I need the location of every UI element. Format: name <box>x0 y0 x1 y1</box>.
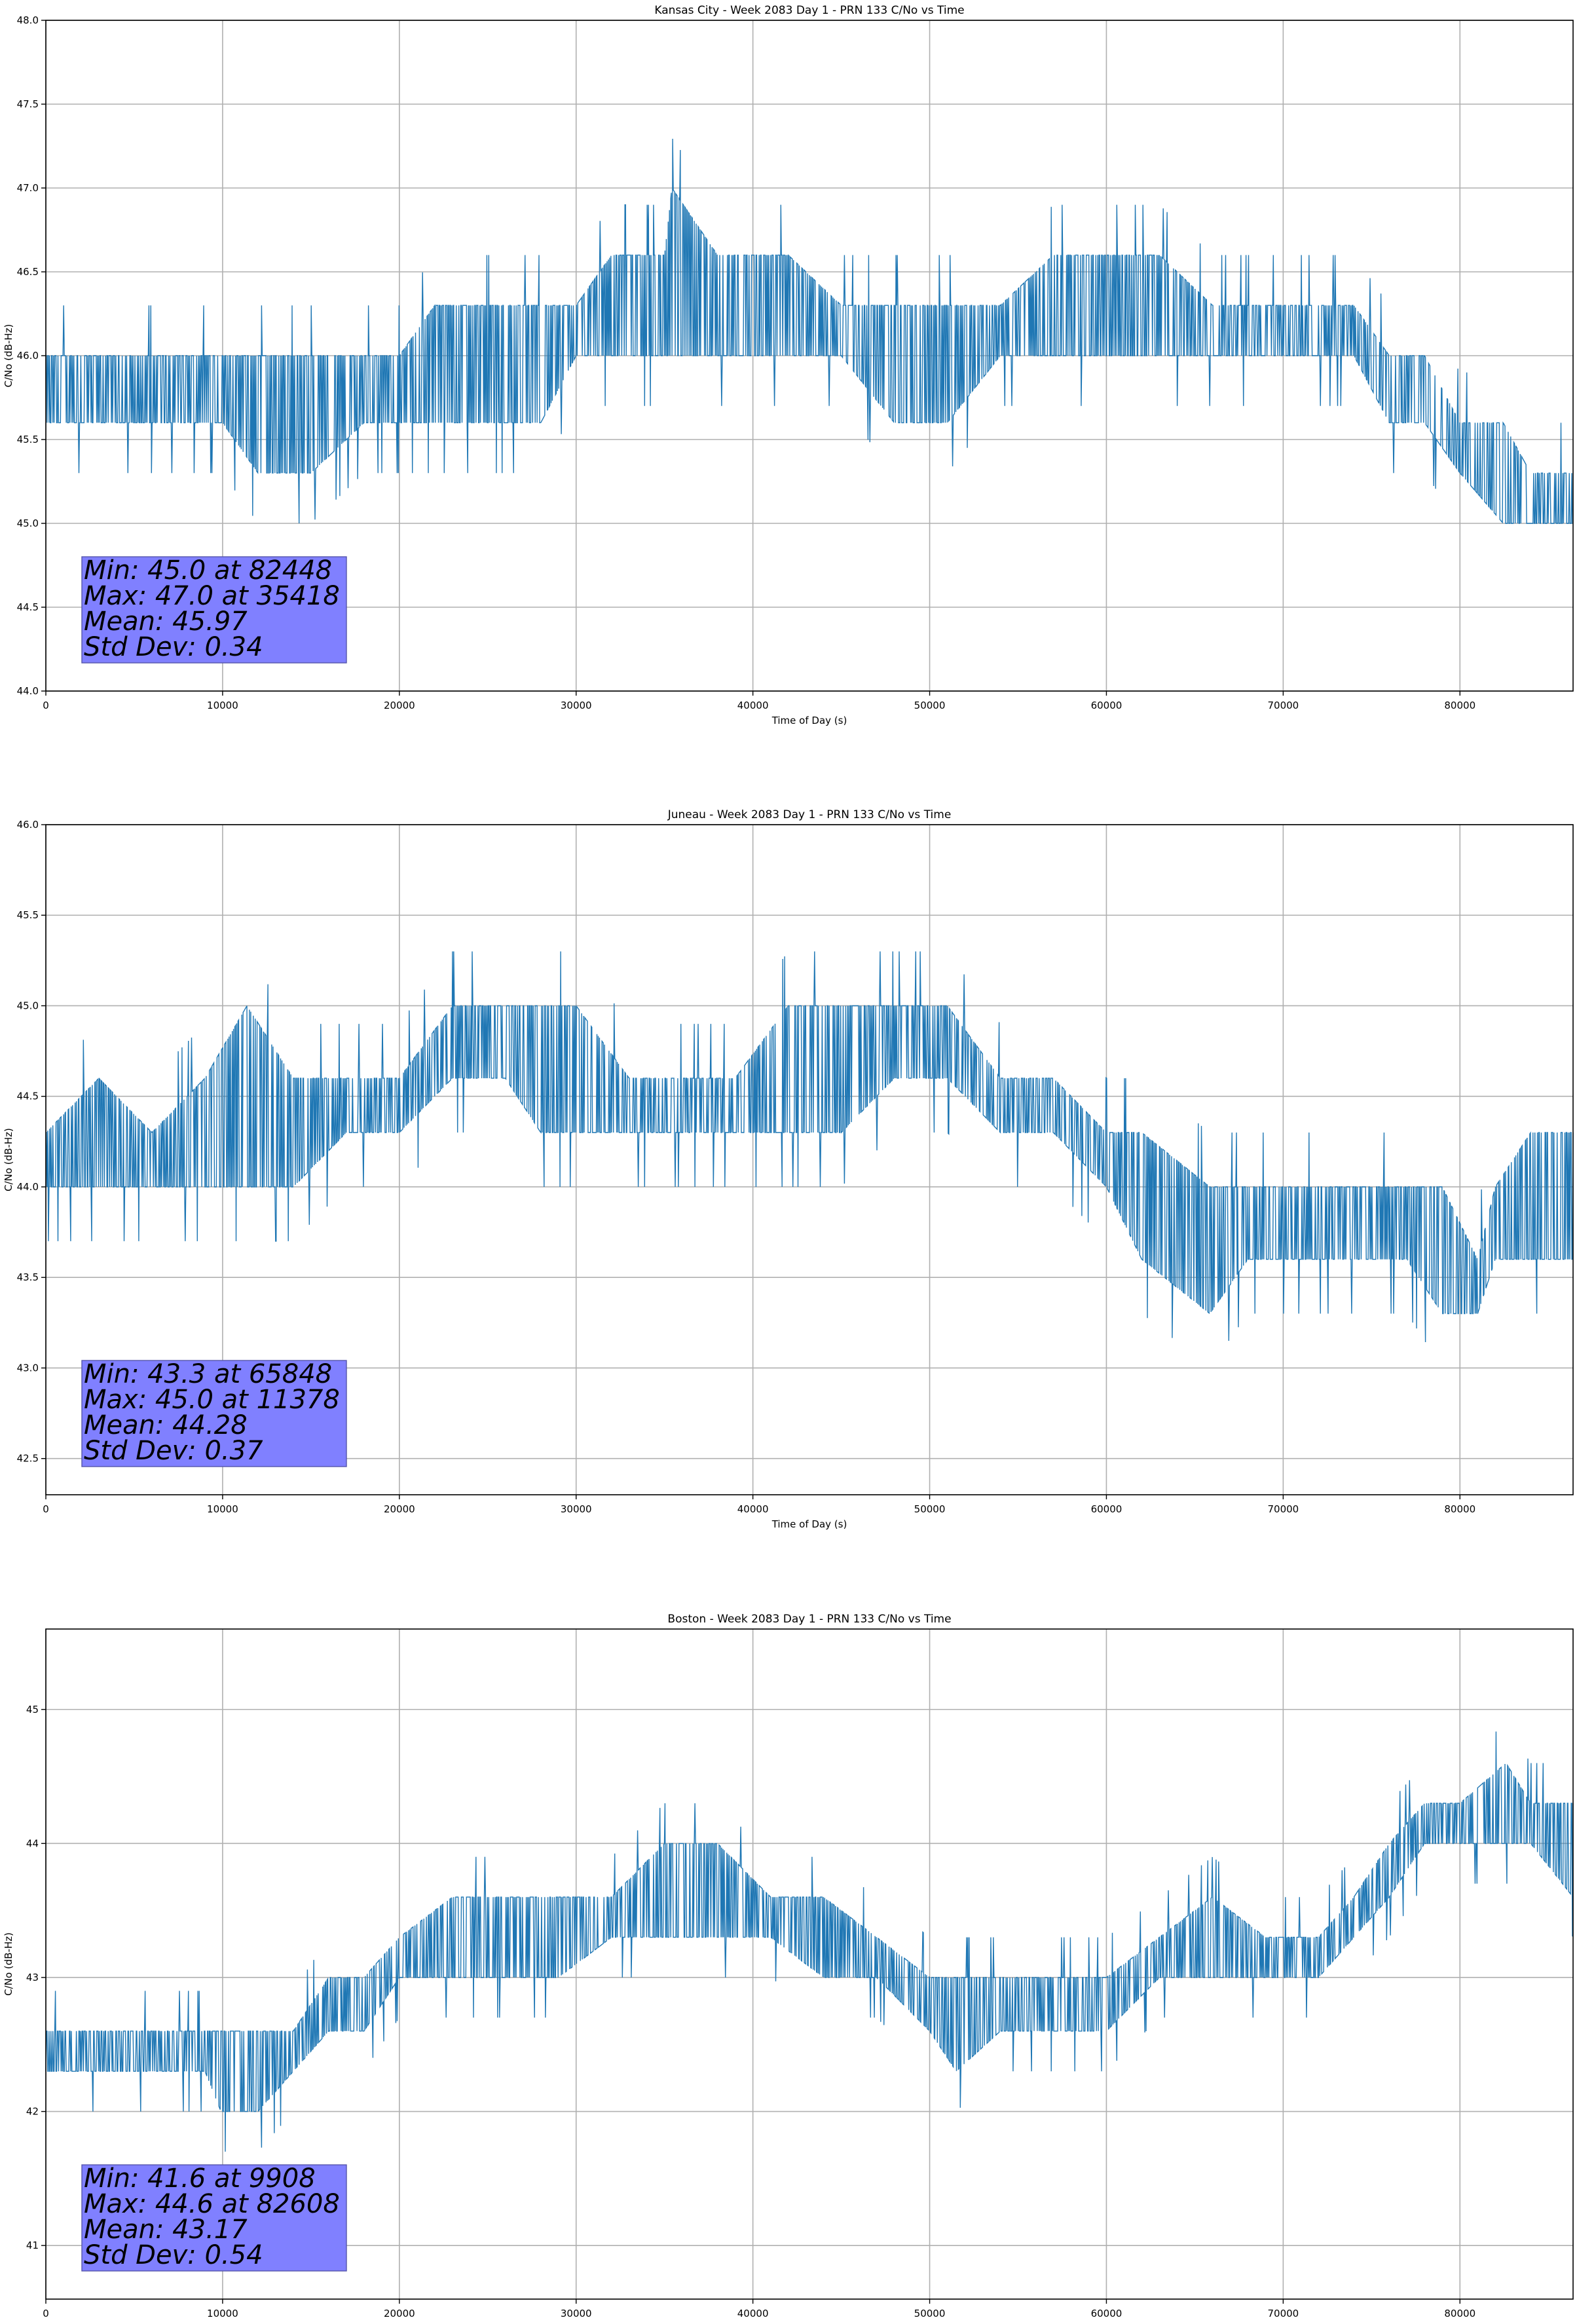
data-series-line <box>45 951 1574 1343</box>
y-tick-label: 43.0 <box>17 1362 39 1374</box>
x-tick-label: 0 <box>43 700 49 711</box>
stats-line: Mean: 43.17 <box>84 2215 248 2245</box>
y-axis-label: C/No (dB-Hz) <box>3 1932 14 1996</box>
chart-title: Kansas City - Week 2083 Day 1 - PRN 133 … <box>654 4 964 17</box>
chart-title: Juneau - Week 2083 Day 1 - PRN 133 C/No … <box>667 808 952 821</box>
x-tick-label: 70000 <box>1267 1503 1299 1515</box>
stats-line: Min: 41.6 at 9908 <box>84 2164 316 2194</box>
chart-title: Boston - Week 2083 Day 1 - PRN 133 C/No … <box>667 1613 951 1626</box>
y-tick-label: 46.0 <box>17 819 39 831</box>
x-tick-label: 40000 <box>737 1503 769 1515</box>
x-tick-label: 50000 <box>914 700 946 711</box>
chart-panel: 0 10000 20000 30000 40000 50000 60000 70000 8000… <box>3 1613 1574 2324</box>
x-tick-label: 30000 <box>561 2308 592 2319</box>
y-tick-label: 45.0 <box>17 517 39 529</box>
x-tick-label: 10000 <box>207 1503 238 1515</box>
chart-panel: 0 10000 20000 30000 40000 50000 60000 70000 8000… <box>3 4 1574 726</box>
x-tick-label: 60000 <box>1091 1503 1122 1515</box>
x-tick-label: 10000 <box>207 2308 238 2319</box>
x-axis-label: Time of Day (s) <box>771 715 847 726</box>
x-tick-label: 40000 <box>737 2308 769 2319</box>
x-tick-label: 50000 <box>914 2308 946 2319</box>
y-tick-label: 44.5 <box>17 1091 39 1102</box>
y-tick-label: 45.5 <box>17 434 39 445</box>
y-tick-label: 41 <box>26 2240 39 2251</box>
data-series-line <box>45 1731 1574 2152</box>
stats-line: Min: 45.0 at 82448 <box>84 555 332 586</box>
stats-line: Max: 47.0 at 35418 <box>84 581 340 611</box>
y-tick-label: 45 <box>26 1704 39 1715</box>
axes-frame <box>45 1628 1574 2300</box>
y-tick-label: 47.5 <box>17 98 39 110</box>
y-tick-label: 44.0 <box>17 1181 39 1193</box>
stats-line: Min: 43.3 at 65848 <box>84 1359 332 1389</box>
stats-line: Mean: 45.97 <box>84 607 248 637</box>
y-tick-label: 42 <box>26 2106 39 2118</box>
y-tick-label: 44 <box>26 1837 39 1849</box>
x-tick-label: 40000 <box>737 700 769 711</box>
chart-panel: 0 10000 20000 30000 40000 50000 60000 70000 8000… <box>3 808 1574 1530</box>
stats-line: Max: 44.6 at 82608 <box>84 2189 340 2219</box>
x-tick-label: 30000 <box>561 700 592 711</box>
stats-line: Max: 45.0 at 11378 <box>84 1385 340 1415</box>
axes-frame <box>45 824 1574 1495</box>
y-tick-label: 46.0 <box>17 350 39 362</box>
x-tick-label: 30000 <box>561 1503 592 1515</box>
x-tick-label: 20000 <box>384 1503 415 1515</box>
y-tick-label: 44.0 <box>17 685 39 697</box>
stats-line: Std Dev: 0.54 <box>84 2240 263 2270</box>
x-tick-label: 50000 <box>914 1503 946 1515</box>
x-tick-label: 60000 <box>1091 2308 1122 2319</box>
x-tick-label: 70000 <box>1267 2308 1299 2319</box>
y-tick-label: 44.5 <box>17 601 39 613</box>
x-tick-label: 80000 <box>1444 2308 1475 2319</box>
y-tick-label: 46.5 <box>17 266 39 278</box>
data-series-line <box>46 138 1573 524</box>
stats-box <box>81 556 347 664</box>
x-tick-label: 0 <box>43 1503 49 1515</box>
x-axis-label: Time of Day (s) <box>771 1518 847 1530</box>
stats-box <box>81 1360 347 1467</box>
y-tick-label: 45.0 <box>17 1000 39 1011</box>
y-tick-label: 45.5 <box>17 909 39 921</box>
x-tick-label: 20000 <box>384 2308 415 2319</box>
stats-line: Std Dev: 0.37 <box>84 1436 263 1466</box>
y-axis-label: C/No (dB-Hz) <box>3 1128 14 1191</box>
y-tick-label: 47.0 <box>17 182 39 194</box>
x-tick-label: 80000 <box>1444 700 1475 711</box>
x-tick-label: 80000 <box>1444 1503 1475 1515</box>
x-tick-label: 10000 <box>207 700 238 711</box>
x-axis-label: Time of Day (s) <box>771 2323 847 2324</box>
y-tick-label: 43.5 <box>17 1271 39 1283</box>
y-tick-label: 43 <box>26 1972 39 1983</box>
stats-line: Mean: 44.28 <box>84 1410 248 1440</box>
stats-box <box>81 2164 347 2272</box>
y-tick-label: 42.5 <box>17 1453 39 1465</box>
x-tick-label: 60000 <box>1091 700 1122 711</box>
y-tick-label: 48.0 <box>17 14 39 26</box>
x-tick-label: 70000 <box>1267 700 1299 711</box>
y-axis-label: C/No (dB-Hz) <box>3 324 14 388</box>
x-tick-label: 20000 <box>384 700 415 711</box>
stats-line: Std Dev: 0.34 <box>84 632 263 662</box>
x-tick-label: 0 <box>43 2308 49 2319</box>
